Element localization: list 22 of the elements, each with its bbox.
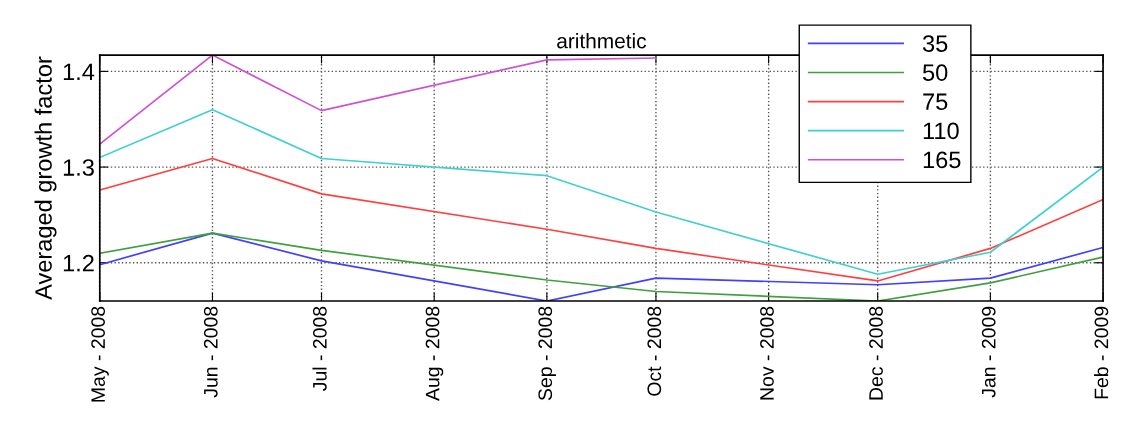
legend-label: 50 [922, 64, 948, 81]
x-tick-label: Nov - 2008 [760, 306, 774, 400]
line-series [99, 108, 1104, 276]
legend-label: 75 [923, 93, 948, 111]
x-tick-label: Jul - 2008 [312, 306, 327, 391]
chart-title: arithmetic [557, 33, 647, 49]
y-axis-title: Averaged growth factor [34, 56, 57, 300]
x-tick-label: Oct - 2008 [647, 306, 662, 396]
x-tick-label: Feb - 2009 [1094, 306, 1109, 399]
x-tick-label: Sep - 2008 [538, 306, 556, 401]
x-tick-label: Dec - 2008 [869, 306, 883, 400]
line-series [99, 55, 657, 145]
y-tick-label: 1.4 [63, 63, 95, 80]
legend-label: 110 [923, 122, 959, 140]
x-tick-label: May - 2008 [91, 306, 109, 402]
x-tick-label: Jun - 2008 [203, 306, 218, 398]
y-tick-label: 1.3 [63, 159, 94, 176]
x-tick-label: Jan - 2009 [981, 306, 996, 398]
y-tick-label: 1.2 [63, 254, 94, 272]
legend-label: 165 [923, 151, 961, 169]
legend-label: 35 [922, 35, 948, 52]
x-tick-label: Aug - 2008 [425, 306, 444, 401]
